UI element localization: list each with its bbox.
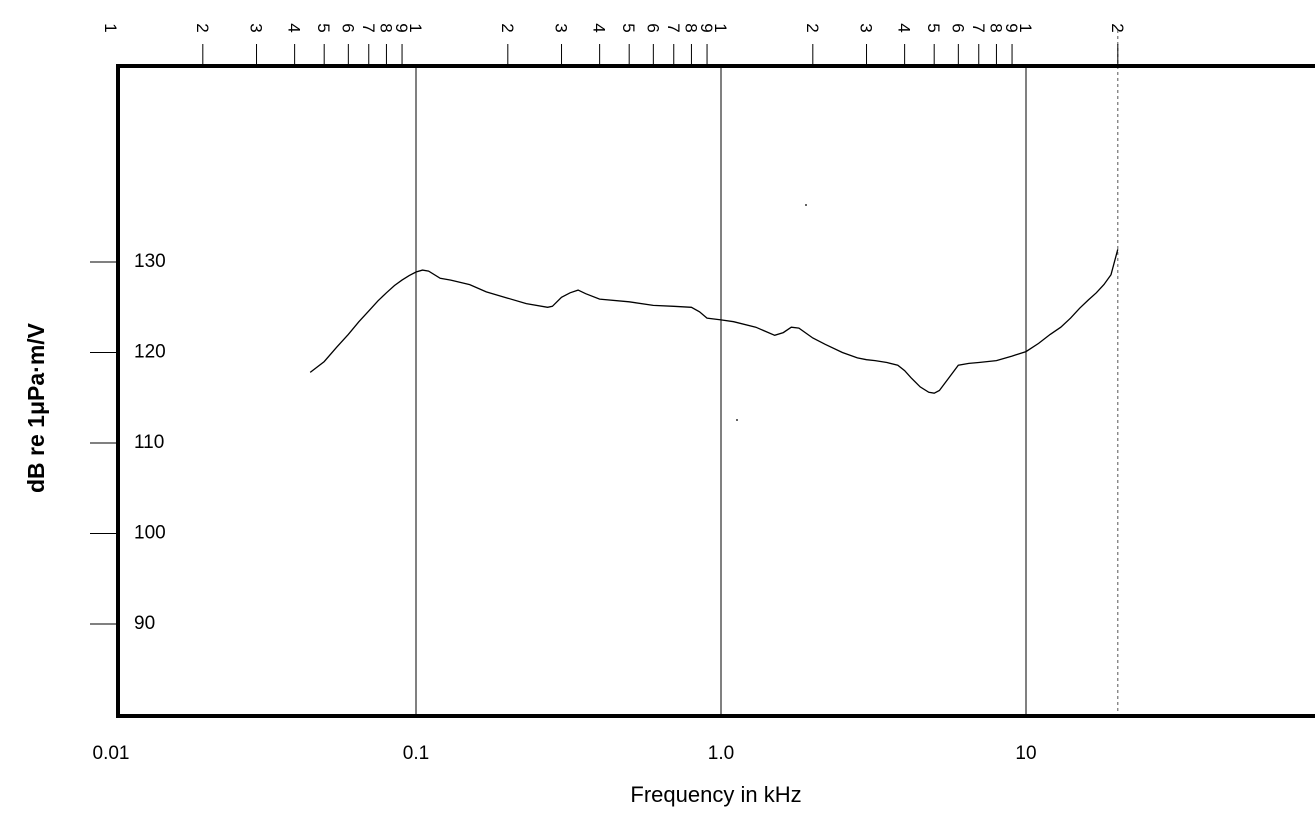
top-scale-label: 6 xyxy=(643,23,662,32)
grid-layer xyxy=(415,30,1119,716)
top-scale-label: 1 xyxy=(406,23,425,32)
series-layer xyxy=(309,204,1119,421)
y-tick-label: 90 xyxy=(134,613,155,634)
top-scale-label: 7 xyxy=(359,23,378,32)
top-scale-label: 5 xyxy=(619,23,638,32)
top-scale-label: 1 xyxy=(711,23,730,32)
top-scale-label: 3 xyxy=(247,23,266,32)
x-tick-label: 0.1 xyxy=(403,743,429,764)
top-scale-label: 4 xyxy=(285,23,304,32)
x-tick-label: 10 xyxy=(1015,743,1036,764)
ticks-layer xyxy=(90,44,1119,625)
top-scale-label: 1 xyxy=(101,23,120,32)
x-tick-label: 0.01 xyxy=(93,743,130,764)
top-scale-label: 9 xyxy=(697,23,716,32)
top-scale-label: 2 xyxy=(498,23,517,32)
top-scale-label: 4 xyxy=(590,23,609,32)
top-scale-label: 9 xyxy=(392,23,411,32)
top-scale-label: 6 xyxy=(338,23,357,32)
scan-speck xyxy=(736,419,738,421)
top-scale-label: 2 xyxy=(803,23,822,32)
top-scale-label: 4 xyxy=(895,23,914,32)
top-scale-label: 8 xyxy=(681,23,700,32)
top-scale-label: 9 xyxy=(1002,23,1021,32)
top-scale-label: 6 xyxy=(948,23,967,32)
top-scale-label: 3 xyxy=(857,23,876,32)
scan-speck xyxy=(805,204,807,206)
x-tick-label: 1.0 xyxy=(708,743,734,764)
top-scale-label: 7 xyxy=(664,23,683,32)
top-scale-label: 8 xyxy=(986,23,1005,32)
frame-layer xyxy=(116,64,1315,718)
top-scale-label: 8 xyxy=(376,23,395,32)
series-line xyxy=(309,249,1119,394)
y-tick-label: 130 xyxy=(134,251,166,272)
top-scale-label: 5 xyxy=(924,23,943,32)
top-scale-label: 7 xyxy=(969,23,988,32)
y-tick-label: 100 xyxy=(134,523,166,544)
y-axis-title: dB re 1μPa·m/V xyxy=(23,322,49,493)
top-scale-label: 2 xyxy=(1108,23,1127,32)
x-axis-title: Frequency in kHz xyxy=(630,782,801,807)
top-scale-label: 1 xyxy=(1016,23,1035,32)
y-tick-label: 120 xyxy=(134,342,166,363)
top-scale-label: 5 xyxy=(314,23,333,32)
top-scale-label: 3 xyxy=(552,23,571,32)
y-tick-label: 110 xyxy=(134,432,164,453)
top-scale-label: 2 xyxy=(193,23,212,32)
